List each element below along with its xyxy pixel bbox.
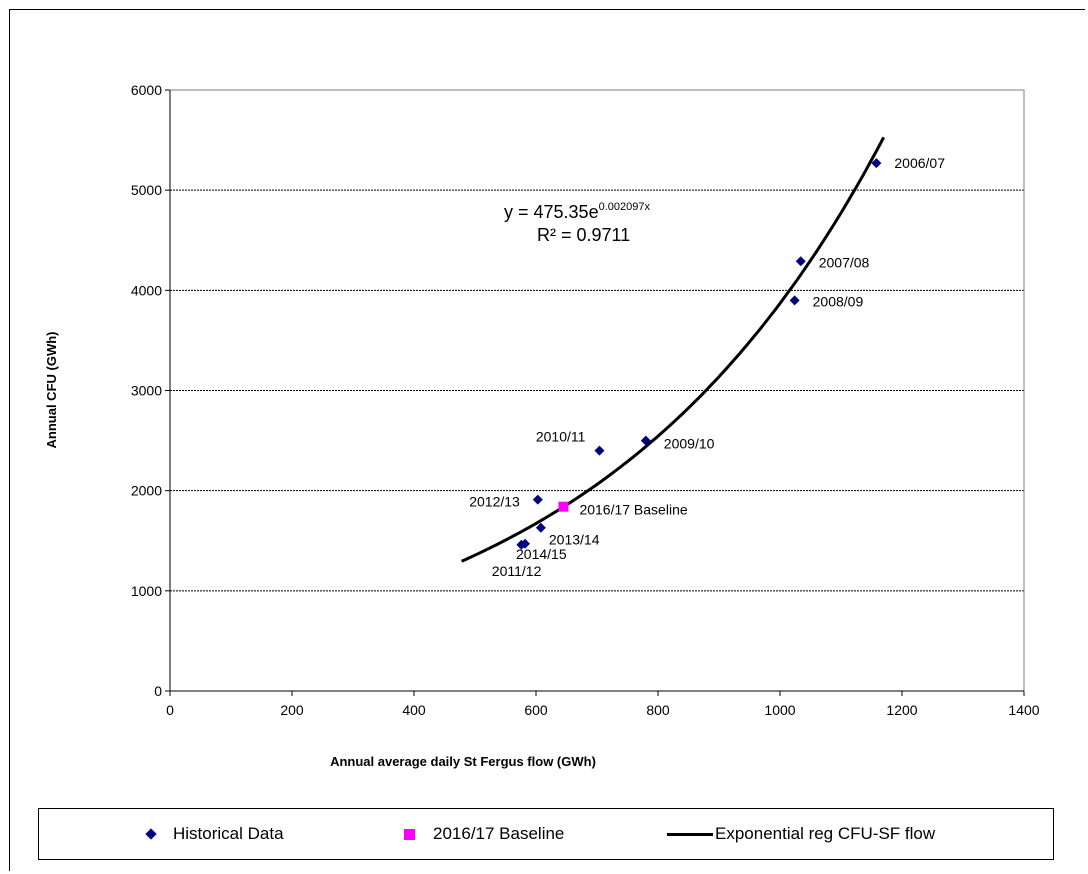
square-marker-icon xyxy=(404,828,415,840)
x-tick-label: 200 xyxy=(280,702,304,718)
x-tick-labels: 0 200 400 600 800 1000 1200 1400 xyxy=(166,702,1040,718)
line-marker-icon xyxy=(667,832,713,836)
y-tick-label: 3000 xyxy=(131,383,162,399)
point-label: 2016/17 Baseline xyxy=(579,502,687,518)
diamond-marker-icon xyxy=(145,828,157,840)
y-tick-label: 2000 xyxy=(131,483,162,499)
x-tick-label: 400 xyxy=(402,702,426,718)
data-point-historical xyxy=(789,295,800,306)
y-tick-label: 0 xyxy=(154,683,162,699)
legend: Historical Data 2016/17 Baseline Exponen… xyxy=(38,808,1054,860)
x-tick-label: 1400 xyxy=(1008,702,1039,718)
data-points xyxy=(516,158,882,550)
equation-exponent: 0.002097x xyxy=(599,201,651,213)
y-tick-label: 1000 xyxy=(131,583,162,599)
legend-label-baseline: 2016/17 Baseline xyxy=(433,824,565,843)
axes xyxy=(169,90,1024,692)
point-label: 2010/11 xyxy=(536,429,586,445)
regression-equation: y = 475.35e0.002097x xyxy=(504,201,650,222)
trendline xyxy=(460,136,886,563)
point-label: 2009/10 xyxy=(664,436,715,452)
point-label: 2011/12 xyxy=(492,563,542,579)
point-label: 2007/08 xyxy=(819,254,870,270)
data-point-baseline xyxy=(558,501,569,512)
point-label: 2012/13 xyxy=(469,494,520,510)
y-tick-label: 5000 xyxy=(131,182,162,198)
point-label: 2006/07 xyxy=(894,155,945,171)
point-label: 2014/15 xyxy=(516,546,567,562)
r-squared: R² = 0.9711 xyxy=(537,225,630,245)
x-tick-label: 600 xyxy=(524,702,548,718)
y-axis-label: Annual CFU (GWh) xyxy=(44,332,59,449)
data-point-historical xyxy=(795,256,806,267)
point-labels: 2006/07 2007/08 2008/09 2009/10 2010/11 2011/… xyxy=(469,155,945,579)
gridlines xyxy=(165,89,1025,696)
legend-item-trendline: Exponential reg CFU-SF flow xyxy=(667,824,935,844)
equation-prefix: y = 475.35e xyxy=(504,202,599,222)
y-tick-label: 6000 xyxy=(131,82,162,98)
x-tick-label: 1000 xyxy=(764,702,795,718)
data-point-historical xyxy=(594,445,605,456)
legend-item-baseline: 2016/17 Baseline xyxy=(404,824,564,844)
legend-item-historical: Historical Data xyxy=(145,824,284,844)
legend-label-trendline: Exponential reg CFU-SF flow xyxy=(715,824,936,843)
y-tick-label: 4000 xyxy=(131,282,162,298)
chart-frame xyxy=(9,9,1085,871)
x-tick-label: 1200 xyxy=(886,702,917,718)
point-label: 2008/09 xyxy=(813,293,864,309)
data-point-historical xyxy=(640,435,651,446)
data-point-historical xyxy=(532,494,543,505)
data-point-historical xyxy=(520,538,531,549)
x-tick-label: 800 xyxy=(646,702,670,718)
x-axis-label: Annual average daily St Fergus flow (GWh… xyxy=(330,754,596,769)
y-tick-labels: 0 1000 2000 3000 4000 5000 6000 xyxy=(131,82,162,699)
x-tick-label: 0 xyxy=(166,702,174,718)
legend-label-historical: Historical Data xyxy=(173,824,284,843)
data-point-historical xyxy=(535,522,546,533)
point-label: 2013/14 xyxy=(549,532,600,548)
data-point-historical xyxy=(871,158,882,169)
